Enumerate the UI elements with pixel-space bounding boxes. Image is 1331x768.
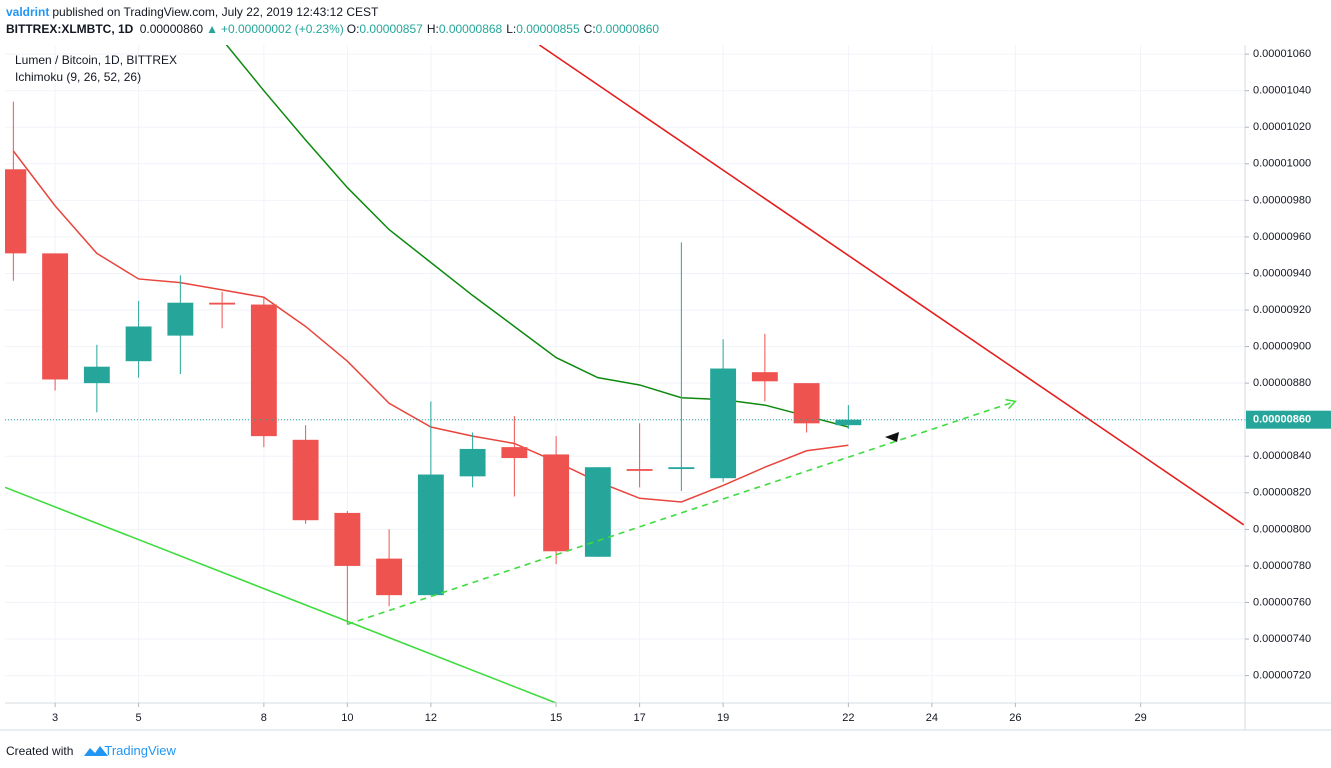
ohlc: O:0.00000857 H:0.00000868 L:0.00000855 C:0.… — [347, 22, 663, 36]
candle-body — [250, 304, 277, 437]
y-tick-label: 0.00000760 — [1253, 596, 1311, 608]
plot-area — [5, 45, 1245, 703]
candle-body — [417, 474, 444, 596]
ohlc-value: 0.00000860 — [595, 22, 660, 36]
y-tick-label: 0.00001020 — [1253, 121, 1311, 133]
ohlc-value: 0.00000868 — [438, 22, 503, 36]
ohlc-value: 0.00000855 — [516, 22, 580, 36]
candle-body — [751, 372, 778, 382]
candle-body — [209, 302, 236, 305]
candle-body — [292, 439, 319, 521]
x-tick-label: 17 — [633, 712, 645, 724]
trendline-arrow — [1005, 398, 1017, 410]
x-tick-label: 22 — [842, 712, 854, 724]
symbol: BITTREX:XLMBTC, 1D — [6, 22, 134, 36]
ohlc-key: H: — [426, 22, 439, 36]
indicator-label: Ichimoku (9, 26, 52, 26) — [15, 70, 141, 84]
y-tick-label: 0.00000740 — [1253, 633, 1311, 645]
candle-body — [793, 383, 820, 424]
x-tick-label: 19 — [717, 712, 729, 724]
ohlc-value: 0.00000857 — [359, 22, 423, 36]
candle-body — [42, 253, 69, 380]
x-tick-label: 24 — [926, 712, 938, 724]
y-tick-label: 0.00000780 — [1253, 560, 1311, 572]
chart-title: Lumen / Bitcoin, 1D, BITTREX — [15, 53, 177, 67]
x-tick-label: 26 — [1009, 712, 1021, 724]
ohlc-key: C: — [583, 22, 596, 36]
candle-body — [125, 326, 152, 362]
trendline — [538, 45, 1245, 526]
y-tick-label: 0.00000720 — [1253, 669, 1311, 681]
header-line-1: valdrint published on TradingView.com, Ju… — [6, 5, 381, 19]
y-tick-label: 0.00000980 — [1253, 194, 1311, 206]
y-tick-label: 0.00000900 — [1253, 340, 1311, 352]
x-tick-label: 10 — [341, 712, 353, 724]
header-line-2: BITTREX:XLMBTC, 1D 0.00000860 ▲ +0.0000000… — [6, 22, 666, 36]
x-tick-label: 12 — [425, 712, 437, 724]
candle-body — [584, 467, 611, 557]
candle-body — [376, 558, 403, 596]
x-tick-label: 3 — [52, 712, 58, 724]
change: +0.00000002 (+0.23%) — [220, 22, 344, 36]
trendline — [5, 486, 557, 703]
footer-brand: TradingView — [104, 743, 176, 758]
arrow-marker — [885, 432, 899, 442]
last-price: 0.00000860 — [139, 22, 204, 36]
author: valdrint — [6, 5, 50, 19]
candle-body — [334, 512, 361, 566]
y-tick-label: 0.00000800 — [1253, 523, 1311, 535]
y-tick-label: 0.00000920 — [1253, 304, 1311, 316]
candle-body — [710, 368, 737, 479]
y-tick-label: 0.00000840 — [1253, 450, 1311, 462]
candle-body — [501, 447, 528, 459]
candle-body — [83, 366, 110, 384]
y-tick-label: 0.00000940 — [1253, 267, 1311, 279]
change-arrow: ▲ — [206, 22, 218, 36]
x-tick-label: 15 — [550, 712, 562, 724]
last-price-label: 0.00000860 — [1253, 414, 1311, 426]
ohlc-key: O: — [346, 22, 360, 36]
y-tick-label: 0.00000960 — [1253, 231, 1311, 243]
candle-body — [167, 302, 194, 336]
candle-body — [668, 467, 695, 470]
footer: Created with TradingView — [6, 743, 179, 758]
x-tick-label: 29 — [1134, 712, 1146, 724]
candle-body — [543, 454, 570, 552]
y-tick-label: 0.00001000 — [1253, 158, 1311, 170]
candle-body — [5, 169, 27, 254]
y-tick-label: 0.00001060 — [1253, 48, 1311, 60]
y-tick-label: 0.00000880 — [1253, 377, 1311, 389]
last-price-box — [1246, 410, 1331, 429]
logo — [84, 746, 108, 756]
ohlc-key: L: — [506, 22, 517, 36]
y-tick-label: 0.00000820 — [1253, 487, 1311, 499]
footer-text: Created with — [6, 744, 74, 758]
y-tick-label: 0.00001040 — [1253, 85, 1311, 97]
candle-body — [626, 469, 653, 471]
candle-body — [459, 448, 486, 477]
published: published on TradingView.com, July 22, 2… — [52, 5, 379, 19]
trendline — [347, 400, 1016, 626]
indicator-line — [225, 45, 849, 428]
candle-body — [835, 419, 862, 426]
x-tick-label: 8 — [261, 712, 267, 724]
x-tick-label: 5 — [136, 712, 142, 724]
